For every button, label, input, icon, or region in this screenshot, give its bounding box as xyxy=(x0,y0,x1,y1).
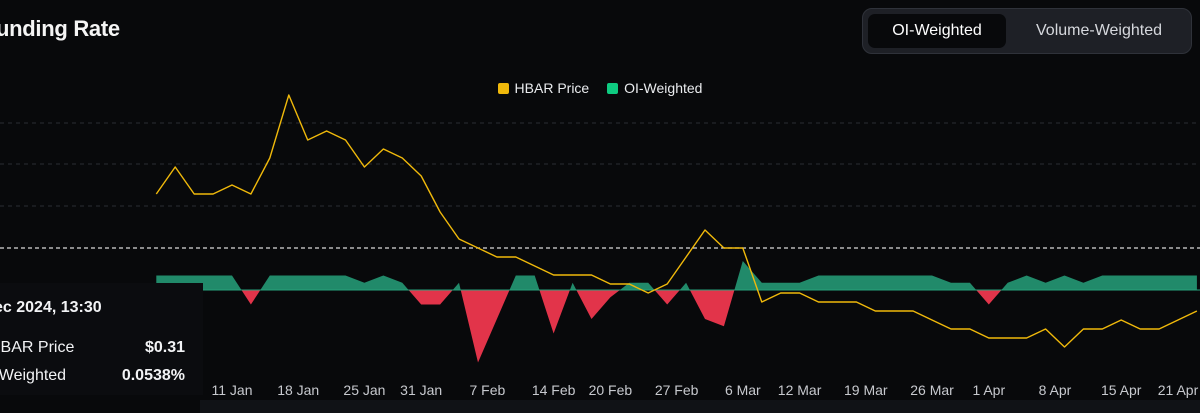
tooltip-price-value: $0.31 xyxy=(144,339,185,356)
weighting-toggle: OI-Weighted Volume-Weighted xyxy=(862,8,1192,54)
x-tick-label-14: 15 Apr xyxy=(1101,382,1142,398)
price-line xyxy=(155,94,1198,348)
legend-swatch-funding xyxy=(607,83,619,94)
x-tick-label-13: 8 Apr xyxy=(1039,382,1072,398)
x-tick-label-2: 25 Jan xyxy=(343,382,385,398)
x-tick-label-1: 18 Jan xyxy=(277,382,319,398)
x-axis: 11 Jan 18 Jan 25 Jan 31 Jan 7 Feb 14 Feb 20 Fe… xyxy=(212,382,1199,398)
tooltip-funding-label: I-Weighted xyxy=(0,367,67,384)
x-tick-label-7: 27 Feb xyxy=(655,382,699,398)
legend-label-price: HBAR Price xyxy=(514,80,590,96)
x-tick-label-9: 12 Mar xyxy=(778,382,822,398)
x-tick-label-3: 31 Jan xyxy=(400,382,442,398)
tooltip-date: ec 2024, 13:30 xyxy=(0,299,102,316)
bottom-strip xyxy=(200,400,1200,413)
x-tick-label-12: 1 Apr xyxy=(972,382,1005,398)
hover-tooltip: ec 2024, 13:30 HBAR Price $0.31 I-Weight… xyxy=(0,283,203,395)
price-series xyxy=(155,94,1198,348)
x-tick-label-4: 7 Feb xyxy=(470,382,506,398)
volume-weighted-button[interactable]: Volume-Weighted xyxy=(1036,22,1162,39)
x-tick-label-6: 20 Feb xyxy=(589,382,633,398)
legend-item-price[interactable]: HBAR Price xyxy=(497,80,590,96)
page-title: unding Rate xyxy=(0,16,120,41)
x-tick-label-11: 26 Mar xyxy=(910,382,954,398)
tooltip-funding-value: 0.0538% xyxy=(121,367,185,384)
chart-grid xyxy=(0,122,1200,249)
x-tick-label-15: 21 Apr xyxy=(1158,382,1199,398)
legend-item-funding[interactable]: OI-Weighted xyxy=(607,80,702,96)
oi-weighted-button[interactable]: OI-Weighted xyxy=(868,14,1006,48)
x-tick-label-10: 19 Mar xyxy=(844,382,888,398)
x-tick-label-0: 11 Jan xyxy=(212,382,253,398)
x-tick-label-8: 6 Mar xyxy=(725,382,761,398)
legend-label-funding: OI-Weighted xyxy=(624,80,703,96)
tooltip-price-label: HBAR Price xyxy=(0,339,75,356)
x-tick-label-5: 14 Feb xyxy=(532,382,576,398)
chart-legend: HBAR Price OI-Weighted xyxy=(0,80,1200,96)
funding-area-positive xyxy=(156,261,1197,290)
legend-swatch-price xyxy=(497,83,509,94)
